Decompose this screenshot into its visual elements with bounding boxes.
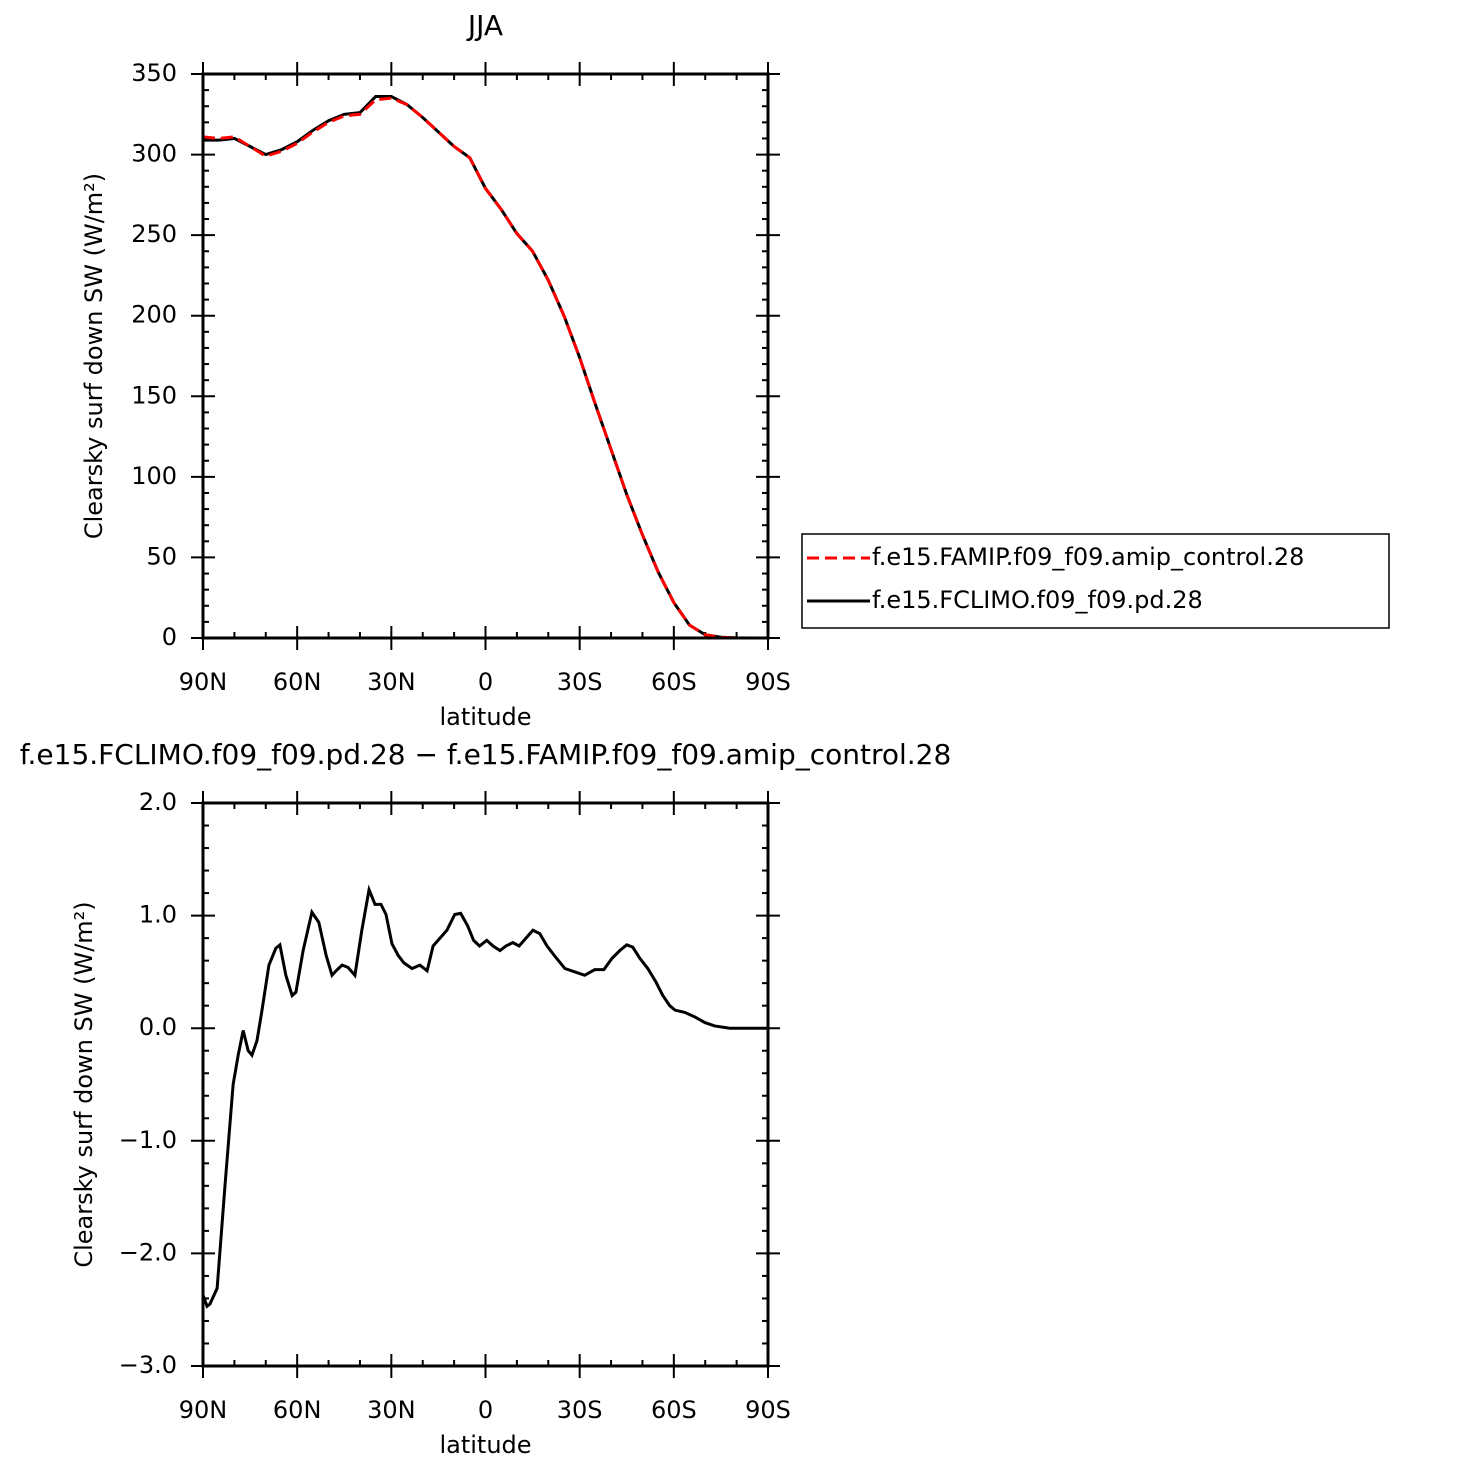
x-tick-label: 60N [273,668,322,696]
y-tick-label: 200 [131,301,177,329]
x-tick-label: 90N [179,668,228,696]
y-tick-label: −3.0 [119,1351,177,1379]
x-tick-label: 60S [651,668,697,696]
legend-box [801,533,1390,629]
y-tick-label: 100 [131,462,177,490]
data-line [203,95,768,640]
y-tick-label: −1.0 [119,1126,177,1154]
x-axis-label: latitude [439,1431,531,1459]
plot-frame [201,801,770,1368]
y-tick-label: 2.0 [139,788,177,816]
chart-title: f.e15.FCLIMO.f09_f09.pd.28 − f.e15.FAMIP… [20,738,952,771]
data-line [201,884,768,1309]
x-tick-label: 60S [651,1396,697,1424]
x-axis-label: latitude [439,703,531,731]
x-tick-label: 90S [745,668,791,696]
y-tick-label: 300 [131,140,177,168]
plot-frame [201,72,770,640]
x-tick-label: 30N [367,1396,416,1424]
chart-title: JJA [466,9,503,42]
y-axis-label: Clearsky surf down SW (W/m²) [70,901,98,1267]
y-tick-label: 150 [131,381,177,409]
y-tick-label: 0 [162,623,177,651]
x-tick-label: 90N [179,1396,228,1424]
y-tick-label: 250 [131,220,177,248]
x-tick-label: 0 [478,668,493,696]
y-tick-label: 0.0 [139,1013,177,1041]
y-tick-label: 1.0 [139,901,177,929]
y-axis-label: Clearsky surf down SW (W/m²) [80,173,108,539]
data-line [202,96,768,640]
x-tick-label: 30N [367,668,416,696]
y-tick-label: 50 [146,542,177,570]
legend-label: f.e15.FCLIMO.f09_f09.pd.28 [872,586,1203,614]
y-tick-label: 350 [131,59,177,87]
x-tick-label: 90S [745,1396,791,1424]
x-tick-label: 30S [557,668,603,696]
x-tick-label: 30S [557,1396,603,1424]
y-tick-label: −2.0 [119,1238,177,1266]
legend-label: f.e15.FAMIP.f09_f09.amip_control.28 [872,543,1304,571]
x-tick-label: 0 [478,1396,493,1424]
x-tick-label: 60N [273,1396,322,1424]
